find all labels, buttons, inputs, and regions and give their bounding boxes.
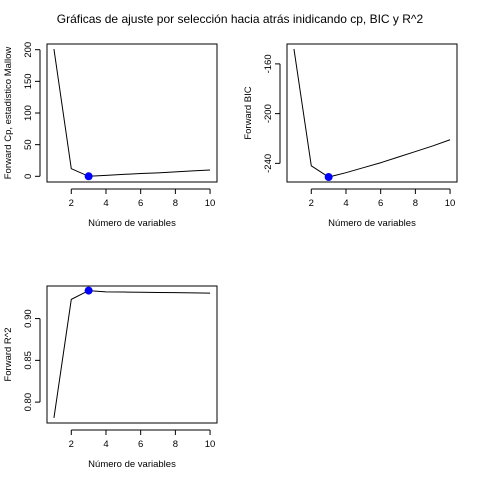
- x-tick-label: 8: [173, 198, 178, 209]
- y-axis-title: Forward Cp, estadístico Mallow: [3, 47, 14, 180]
- y-axis-title: Forward BIC: [243, 86, 254, 139]
- plot-frame: [46, 43, 218, 183]
- x-tick-label: 8: [173, 439, 178, 450]
- y-tick-label: -160: [263, 54, 274, 73]
- figure-title: Gráficas de ajuste por selección hacia a…: [57, 12, 424, 26]
- x-tick-label: 6: [138, 198, 143, 209]
- x-tick-label: 8: [413, 198, 418, 209]
- x-axis-title: Número de variables: [328, 218, 416, 229]
- y-tick-label: 0: [23, 174, 34, 179]
- y-tick-label: -240: [263, 154, 274, 173]
- y-tick-label: 0.85: [23, 351, 34, 370]
- optimum-point: [84, 286, 93, 295]
- y-tick-label: 0.80: [23, 393, 34, 412]
- y-tick-label: 200: [23, 42, 34, 58]
- y-tick-label: 50: [23, 139, 34, 150]
- x-tick-label: 2: [69, 198, 74, 209]
- x-tick-label: 10: [205, 198, 216, 209]
- x-tick-label: 4: [103, 439, 108, 450]
- optimum-point: [324, 173, 333, 182]
- plot-panel-2: 2 4 6 8 10 Número de variables -240 -200 -160 For…: [243, 43, 458, 229]
- plot-panel-3: 2 4 6 8 10 Número de variables 0.80 0.85 0.90 For…: [3, 285, 218, 470]
- y-tick-label: 100: [23, 105, 34, 121]
- x-axis: 2 4 6 8 10: [69, 429, 216, 450]
- y-tick-label: 0.90: [23, 309, 34, 328]
- x-tick-label: 6: [378, 198, 383, 209]
- plot-frame: [286, 43, 458, 183]
- x-axis: 2 4 6 8 10: [309, 188, 456, 209]
- y-axis: -240 -200 -160: [263, 54, 281, 173]
- series-line: [293, 48, 451, 178]
- plot-panel-1: 2 4 6 8 10 Número de variables 0 50 100 150 200 For…: [3, 42, 218, 229]
- plot-frame: [46, 285, 218, 424]
- series-line: [53, 48, 211, 177]
- x-axis-title: Número de variables: [88, 459, 176, 470]
- y-axis: 0.80 0.85 0.90: [23, 309, 41, 412]
- optimum-point: [84, 172, 93, 181]
- y-tick-label: -200: [263, 104, 274, 123]
- x-tick-label: 4: [103, 198, 108, 209]
- x-tick-label: 10: [445, 198, 456, 209]
- x-tick-label: 4: [343, 198, 348, 209]
- series-line: [53, 290, 211, 419]
- x-tick-label: 10: [205, 439, 216, 450]
- x-tick-label: 6: [138, 439, 143, 450]
- x-tick-label: 2: [309, 198, 314, 209]
- x-tick-label: 2: [69, 439, 74, 450]
- y-axis-title: Forward R^2: [3, 327, 14, 381]
- x-axis-title: Número de variables: [88, 218, 176, 229]
- panels-group: 2 4 6 8 10 Número de variables 0 50 100 150 200 For…: [3, 42, 458, 470]
- y-axis: 0 50 100 150 200: [23, 42, 41, 179]
- x-axis: 2 4 6 8 10: [69, 188, 216, 209]
- y-tick-label: 150: [23, 73, 34, 89]
